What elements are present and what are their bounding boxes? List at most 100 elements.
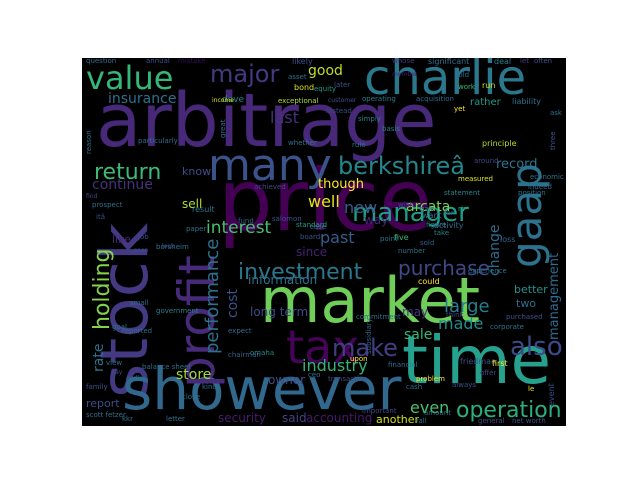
word: five (394, 233, 409, 242)
word: work (458, 83, 475, 91)
word: management (547, 252, 562, 340)
word: kind (202, 383, 217, 391)
word: family (86, 383, 108, 391)
word: record (496, 157, 538, 172)
word: another (376, 413, 420, 426)
word: around (474, 157, 499, 165)
word: indeed (528, 183, 552, 191)
word: rather (470, 97, 501, 108)
word: loss (500, 235, 516, 244)
word: board (300, 233, 321, 241)
word: view (106, 359, 123, 367)
word: fund (238, 217, 254, 225)
word: hold (454, 71, 470, 79)
word: whether (288, 139, 317, 147)
word: small (130, 299, 149, 307)
word: number (398, 247, 426, 255)
word: achieved (254, 183, 286, 191)
word: even (410, 398, 450, 417)
word: may (402, 305, 429, 319)
word: since (296, 245, 328, 259)
word: sale (404, 327, 433, 343)
word: like (112, 233, 131, 246)
word: make (332, 334, 398, 362)
word: result (192, 205, 215, 214)
word: could (418, 277, 440, 286)
word: position (518, 189, 546, 197)
word: arcata (406, 199, 451, 215)
word: first (492, 359, 508, 368)
word: letter (166, 415, 185, 423)
word: income (212, 97, 234, 104)
word: though (318, 177, 365, 192)
word: bond (294, 83, 315, 92)
word: experience (468, 267, 507, 275)
word: corporate (490, 323, 524, 331)
word: subsidiary (365, 318, 373, 354)
word: operating (362, 95, 396, 103)
word: mistake (178, 58, 206, 65)
word: berkshireâ (338, 152, 465, 180)
word: know (182, 165, 212, 178)
word: large (444, 296, 490, 317)
word: arbitrage (96, 78, 437, 164)
word: run (482, 81, 496, 90)
word: always (452, 381, 477, 389)
word: measured (458, 175, 493, 183)
word: important (362, 407, 397, 415)
word: price (218, 151, 433, 251)
word: gain (420, 205, 436, 213)
word: tax (286, 320, 360, 374)
word: charlie (364, 58, 527, 106)
word: yet (454, 105, 466, 113)
word: general (478, 417, 505, 425)
word: store (176, 367, 212, 383)
word: purchased (506, 313, 543, 321)
word: kkr (122, 415, 133, 423)
word: cost (225, 288, 241, 318)
word: dave (222, 95, 245, 105)
word: return (94, 160, 162, 185)
word: basis (382, 125, 400, 133)
word: commitment (356, 313, 401, 321)
word: particularly (138, 137, 178, 145)
word: market (260, 264, 481, 337)
word: net worth (512, 417, 546, 425)
word: owner (268, 373, 306, 387)
word: significant (428, 58, 470, 66)
word: rule (352, 141, 366, 149)
word: investment (238, 260, 363, 285)
word: scott fetzer (86, 411, 126, 419)
word: government (156, 307, 199, 315)
word: insurance (108, 91, 177, 107)
word: time (402, 322, 552, 399)
word: industry (302, 356, 368, 375)
word: long term (250, 305, 309, 319)
word: security (218, 411, 266, 425)
word: well (308, 192, 340, 211)
word: ceo (308, 371, 321, 379)
word: operation (456, 398, 562, 423)
word: rjr (458, 205, 466, 213)
word: instead (326, 107, 352, 115)
word: salomon (272, 215, 302, 223)
word: event (547, 383, 556, 406)
word: find (86, 193, 98, 200)
word: customer (328, 97, 357, 104)
word: continue (92, 177, 153, 193)
word: goal (112, 323, 127, 331)
word: likely (292, 58, 313, 66)
word: two (516, 297, 537, 310)
word: value (86, 59, 174, 97)
word: think (446, 311, 464, 319)
word: borsheim (156, 243, 189, 251)
word: rate (91, 343, 107, 372)
word: sold (420, 239, 435, 247)
word: far (444, 209, 454, 217)
word: showever (122, 355, 402, 423)
word: reason (85, 130, 93, 154)
word: offer (480, 369, 497, 377)
word: paper (186, 225, 207, 233)
word: fall (416, 417, 427, 425)
word: interest (206, 218, 272, 238)
